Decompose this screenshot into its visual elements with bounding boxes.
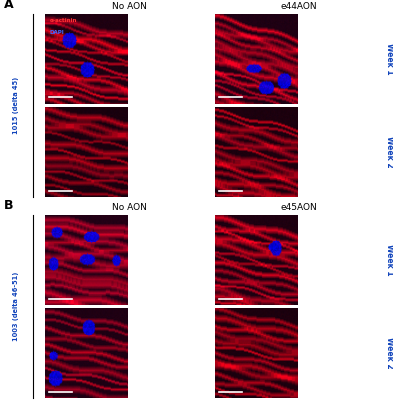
Text: e44AON: e44AON [281, 2, 318, 11]
Text: B: B [4, 199, 13, 212]
Text: Week 2: Week 2 [385, 136, 393, 168]
Text: α-actinin: α-actinin [50, 18, 77, 22]
Text: 1015 (delta 45): 1015 (delta 45) [13, 77, 19, 134]
Text: e45AON: e45AON [281, 203, 318, 212]
Text: No AON: No AON [112, 203, 147, 212]
Text: Week 2: Week 2 [385, 337, 393, 369]
Text: Week 1: Week 1 [385, 43, 393, 75]
Text: No AON: No AON [112, 2, 147, 11]
Text: 1003 (delta 46-51): 1003 (delta 46-51) [13, 272, 19, 341]
Text: A: A [4, 0, 13, 11]
Text: Week 1: Week 1 [385, 244, 393, 276]
Text: DAPI: DAPI [50, 30, 64, 35]
